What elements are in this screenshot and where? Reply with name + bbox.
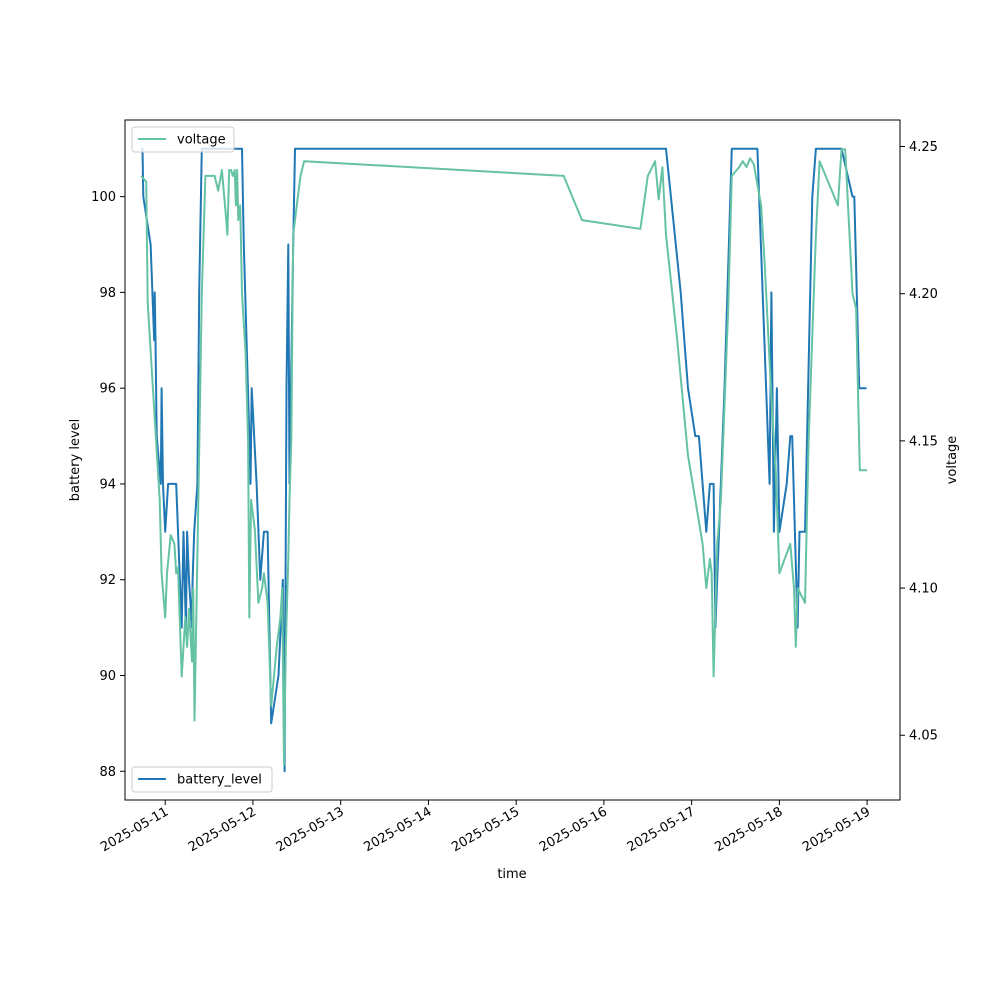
- plot-frame: [124, 119, 901, 801]
- series-line-voltage: [140, 148, 868, 766]
- legend-battery: battery_level: [131, 766, 273, 793]
- y-left-tick-label: 92: [99, 573, 116, 588]
- y-left-tick-label: 96: [99, 382, 116, 397]
- y-right-tick-label: 4.15: [909, 434, 938, 449]
- x-axis-title: time: [497, 867, 526, 882]
- y-left-tick-label: 90: [99, 669, 116, 684]
- legend-battery-frame: [131, 766, 273, 793]
- legend-voltage-label: voltage: [177, 133, 226, 148]
- y-axis-right: 4.05 4.10 4.15 4.20 4.25: [900, 140, 938, 744]
- legend-battery-label: battery_level: [177, 773, 262, 788]
- y-left-tick-label: 88: [99, 765, 116, 780]
- y-right-tick-label: 4.10: [909, 582, 938, 597]
- legend-voltage-frame: [131, 126, 235, 153]
- legend-voltage: voltage: [131, 126, 235, 153]
- y-right-tick-label: 4.25: [909, 140, 938, 155]
- series-layer: [140, 147, 868, 773]
- y-axis-left: 88 90 92 94 96 98 100: [91, 190, 125, 780]
- y-right-tick-label: 4.05: [909, 729, 938, 744]
- y-left-tick-label: 94: [99, 477, 116, 492]
- y-axis-right-title: voltage: [945, 436, 960, 485]
- series-line-battery-level: [141, 147, 867, 773]
- y-left-tick-label: 100: [91, 190, 116, 205]
- y-right-tick-label: 4.20: [909, 287, 938, 302]
- y-axis-left-title: battery level: [68, 419, 83, 502]
- y-left-tick-label: 98: [99, 286, 116, 301]
